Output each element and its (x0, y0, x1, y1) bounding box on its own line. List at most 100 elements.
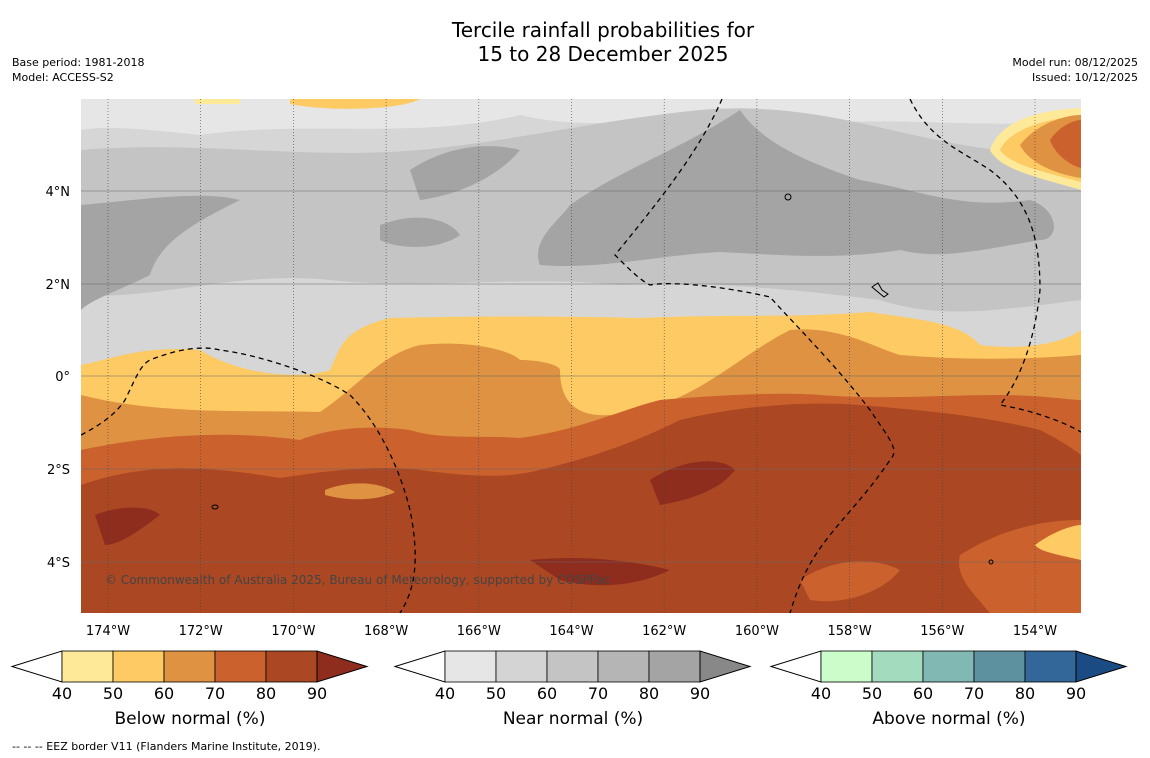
lon-label: 170°W (271, 624, 315, 639)
lon-label: 162°W (642, 624, 686, 639)
lon-label: 164°W (549, 624, 593, 639)
lon-label: 174°W (86, 624, 130, 639)
colorbar-swatch (922, 650, 975, 683)
below-normal-80-region (81, 403, 1081, 613)
below-normal-90-region-central (650, 461, 735, 505)
map-title: Tercile rainfall probabilities for 15 to… (0, 18, 1150, 66)
colorbar-tick: 50 (862, 684, 882, 703)
below-normal-90-region-west (95, 507, 160, 545)
lon-label: 166°W (457, 624, 501, 639)
colorbar-swatch (1024, 650, 1077, 683)
eez-border-east (909, 99, 1081, 433)
colorbar-label-below: Below normal (%) (114, 709, 266, 729)
eez-border-central (614, 99, 895, 613)
colorbar-swatch (265, 650, 318, 683)
colorbar-swatch (444, 650, 497, 683)
colorbar-swatch (112, 650, 165, 683)
below-normal-70-region-se (800, 561, 900, 602)
map-graticule (81, 99, 1081, 613)
colorbar-swatch (546, 650, 599, 683)
colorbar-tick: 40 (811, 684, 831, 703)
colorbar-tick: 40 (52, 684, 72, 703)
colorbar-tick: 80 (1015, 684, 1035, 703)
colorbar-tick: 60 (537, 684, 557, 703)
island-4 (988, 559, 994, 565)
lat-label: 2°S (47, 463, 70, 478)
colorbar-tick: 80 (639, 684, 659, 703)
longitude-labels: 174°W 172°W 170°W 168°W 166°W 164°W 162°W 160°W… (86, 624, 1057, 639)
near-normal-80-region-small (380, 217, 460, 247)
lat-label: 0° (55, 370, 70, 385)
colorbar-2: 40 50 60 70 80 90 (769, 650, 1128, 703)
colorbar-swatch (214, 650, 267, 683)
colorbar-over-arrow (316, 650, 369, 683)
lon-label: 160°W (735, 624, 779, 639)
colorbar-tick: 70 (964, 684, 984, 703)
lon-label: 168°W (364, 624, 408, 639)
near-normal-80-region-north (410, 146, 520, 200)
meta-right: Model run: 08/12/2025 Issued: 10/12/2025 (1012, 55, 1138, 85)
meta-left: Base period: 1981-2018 Model: ACCESS-S2 (12, 55, 144, 85)
colorbar-label-near: Near normal (%) (502, 709, 644, 729)
colorbar-swatch (820, 650, 873, 683)
footer-note: -- -- -- EEZ border V11 (Flanders Marine… (12, 740, 321, 753)
colorbar-tick: 50 (103, 684, 123, 703)
colorbar-tick: 90 (1066, 684, 1086, 703)
title-line-1: Tercile rainfall probabilities for (451, 18, 755, 42)
colorbar-over-arrow (699, 650, 752, 683)
copyright-text: © Commonwealth of Australia 2025, Bureau… (105, 573, 610, 587)
lat-label: 4°S (47, 556, 70, 571)
colorbar-tick: 90 (690, 684, 710, 703)
island-2 (871, 282, 889, 298)
model-run: Model run: 08/12/2025 (1012, 56, 1138, 69)
lon-label: 156°W (920, 624, 964, 639)
colorbar-swatch (597, 650, 650, 683)
colorbar-swatch (648, 650, 701, 683)
colorbar-swatch (163, 650, 216, 683)
below-normal-50-region-top (290, 99, 420, 109)
colorbar-swatch (61, 650, 114, 683)
colorbar-tick: 60 (154, 684, 174, 703)
title-line-2: 15 to 28 December 2025 (477, 42, 729, 66)
colorbar-tick: 70 (205, 684, 225, 703)
below-normal-40-region-top (195, 99, 240, 104)
map-field (81, 99, 1081, 613)
near-normal-80-region-west (81, 195, 240, 310)
model-name: Model: ACCESS-S2 (12, 71, 114, 84)
colorbar-under-arrow (10, 650, 63, 683)
island-3 (211, 504, 219, 510)
latitude-labels: 4°N 2°N 0° 2°S 4°S (46, 185, 71, 571)
eez-border-west (81, 347, 416, 613)
colorbar-tick: 40 (435, 684, 455, 703)
colorbar-label-above: Above normal (%) (872, 709, 1026, 729)
colorbar-swatch (973, 650, 1026, 683)
lat-label: 2°N (46, 278, 71, 293)
issued-date: Issued: 10/12/2025 (1031, 71, 1138, 84)
below-normal-50-region-east (1035, 525, 1081, 560)
lon-label: 172°W (179, 624, 223, 639)
colorbar-swatch (495, 650, 548, 683)
colorbar-0: 40 50 60 70 80 90 (10, 650, 369, 703)
colorbar-under-arrow (393, 650, 446, 683)
colorbar-swatch (871, 650, 924, 683)
lat-label: 4°N (46, 185, 71, 200)
colorbar-tick: 90 (307, 684, 327, 703)
lon-label: 158°W (828, 624, 872, 639)
colorbar-over-arrow (1075, 650, 1128, 683)
colorbar-under-arrow (769, 650, 822, 683)
below-normal-60-region-small (325, 483, 395, 500)
island-1 (784, 193, 792, 201)
below-normal-90-region-south (530, 558, 670, 586)
colorbar-tick: 70 (588, 684, 608, 703)
colorbar-tick: 60 (913, 684, 933, 703)
lon-label: 154°W (1013, 624, 1057, 639)
islands (211, 193, 994, 565)
below-normal-70-region-ne (1050, 120, 1081, 168)
near-normal-80-region-central (537, 110, 1054, 267)
eez-borders (81, 99, 1081, 613)
base-period: Base period: 1981-2018 (12, 56, 145, 69)
colorbar-tick: 50 (486, 684, 506, 703)
colorbars: 40 50 60 70 80 90 40 50 60 70 80 90 40 50 60 70 80 90 (10, 650, 1128, 703)
colorbar-1: 40 50 60 70 80 90 (393, 650, 752, 703)
